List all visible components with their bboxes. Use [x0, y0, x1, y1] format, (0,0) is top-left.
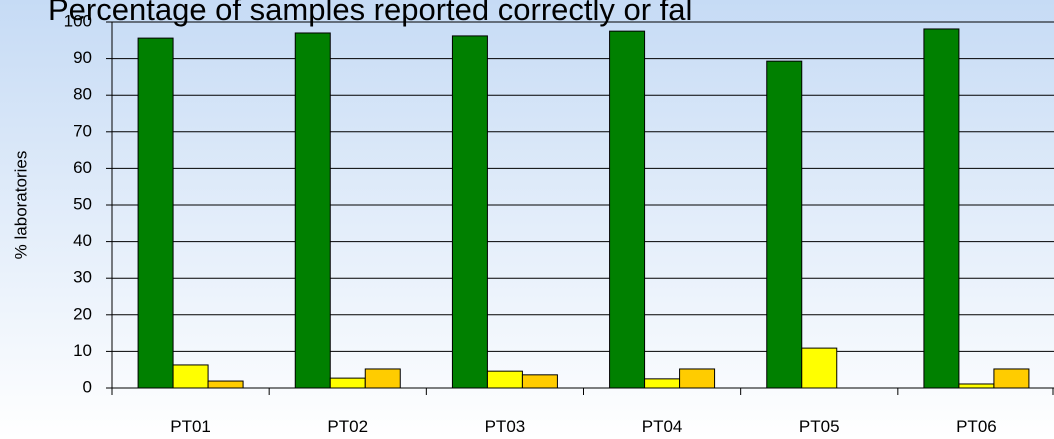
- bar: [486, 370, 523, 389]
- bar: [294, 32, 331, 389]
- bar: [137, 37, 174, 389]
- y-tick-label: 70: [73, 121, 92, 140]
- y-tick-label: 10: [73, 341, 92, 360]
- y-axis-label: % laboratories: [11, 151, 30, 260]
- bar: [521, 374, 558, 389]
- y-tick-label: 80: [73, 85, 92, 104]
- bar: [451, 35, 488, 389]
- y-tick-label: 30: [73, 268, 92, 287]
- y-tick-label: 0: [83, 377, 92, 396]
- bar: [329, 377, 366, 389]
- bar: [364, 368, 401, 389]
- y-tick-label: 100: [64, 11, 92, 30]
- bar: [958, 383, 995, 389]
- chart-title: Percentage of samples reported correctly…: [48, 0, 692, 27]
- x-tick-label: PT03: [485, 417, 526, 436]
- y-tick-label: 50: [73, 194, 92, 213]
- x-tick-label: PT01: [170, 417, 211, 436]
- bar: [207, 380, 244, 389]
- bar: [993, 368, 1030, 389]
- bar: [766, 60, 803, 389]
- bar: [801, 347, 838, 389]
- y-tick-label: 40: [73, 231, 92, 250]
- y-tick-label: 20: [73, 304, 92, 323]
- x-tick-label: PT02: [327, 417, 368, 436]
- bar: [923, 28, 960, 389]
- y-tick-label: 90: [73, 48, 92, 67]
- bar: [172, 364, 209, 389]
- x-tick-label: PT04: [642, 417, 683, 436]
- bar: [644, 378, 681, 389]
- bar: [679, 368, 716, 389]
- x-tick-label: PT06: [956, 417, 997, 436]
- bar: [609, 30, 646, 389]
- x-tick-label: PT05: [799, 417, 840, 436]
- y-tick-label: 60: [73, 158, 92, 177]
